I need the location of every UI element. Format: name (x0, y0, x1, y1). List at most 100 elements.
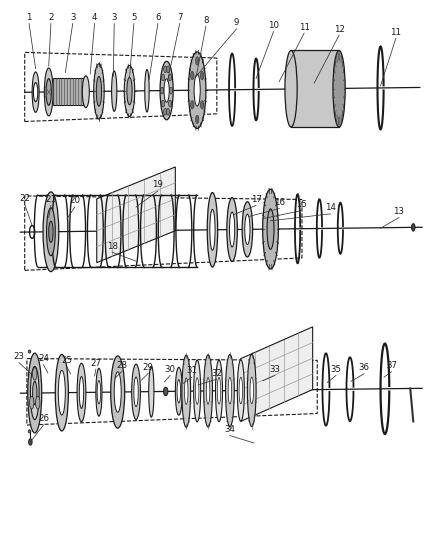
Ellipse shape (96, 76, 102, 106)
Text: 33: 33 (269, 365, 280, 374)
Ellipse shape (132, 364, 141, 419)
Ellipse shape (58, 370, 65, 415)
Ellipse shape (164, 108, 167, 115)
Ellipse shape (94, 64, 104, 119)
Ellipse shape (162, 100, 165, 107)
Ellipse shape (30, 367, 39, 419)
Ellipse shape (96, 368, 102, 416)
Ellipse shape (28, 430, 31, 433)
Text: 21: 21 (46, 195, 57, 204)
Ellipse shape (226, 354, 234, 427)
Ellipse shape (194, 74, 200, 106)
Text: 1: 1 (26, 13, 32, 22)
Ellipse shape (161, 87, 164, 94)
Ellipse shape (145, 69, 149, 112)
Text: 28: 28 (117, 361, 127, 369)
Text: 37: 37 (386, 361, 397, 370)
Text: 32: 32 (211, 369, 223, 377)
Polygon shape (240, 327, 313, 422)
Text: 22: 22 (19, 193, 30, 203)
Text: 6: 6 (155, 13, 161, 22)
Ellipse shape (166, 66, 170, 72)
Text: 35: 35 (331, 365, 342, 374)
Text: 2: 2 (48, 13, 53, 22)
Ellipse shape (163, 387, 168, 395)
Ellipse shape (195, 56, 199, 65)
Ellipse shape (124, 66, 135, 117)
Text: 3: 3 (70, 13, 75, 22)
Text: 8: 8 (203, 15, 208, 25)
Ellipse shape (32, 368, 37, 380)
Text: 26: 26 (38, 414, 49, 423)
Text: 9: 9 (234, 18, 239, 27)
Ellipse shape (43, 192, 59, 272)
Ellipse shape (164, 66, 167, 72)
Text: 30: 30 (165, 365, 176, 374)
Ellipse shape (79, 376, 84, 408)
Text: 17: 17 (251, 195, 261, 204)
Text: 19: 19 (152, 180, 163, 189)
Ellipse shape (263, 189, 279, 269)
Text: 11: 11 (299, 22, 310, 31)
Text: 18: 18 (106, 241, 117, 251)
Ellipse shape (162, 74, 165, 81)
Ellipse shape (46, 79, 51, 105)
Text: 5: 5 (131, 13, 137, 22)
Text: 23: 23 (14, 352, 25, 361)
Text: 24: 24 (38, 354, 49, 364)
Text: 36: 36 (358, 364, 370, 372)
Ellipse shape (77, 363, 86, 422)
Ellipse shape (217, 377, 221, 404)
Ellipse shape (33, 83, 38, 102)
Text: 25: 25 (62, 357, 73, 366)
Ellipse shape (195, 378, 199, 405)
Ellipse shape (111, 356, 125, 428)
Ellipse shape (175, 367, 182, 415)
Ellipse shape (97, 381, 101, 404)
Ellipse shape (112, 71, 117, 111)
Bar (53, 78, 84, 105)
Text: 20: 20 (69, 196, 81, 205)
Ellipse shape (191, 71, 194, 80)
Ellipse shape (191, 101, 194, 109)
Ellipse shape (28, 350, 31, 353)
Ellipse shape (195, 115, 199, 124)
Ellipse shape (29, 396, 34, 409)
Ellipse shape (28, 353, 42, 433)
Polygon shape (97, 167, 175, 263)
Ellipse shape (49, 221, 53, 243)
Ellipse shape (237, 360, 244, 422)
Ellipse shape (160, 61, 173, 120)
Ellipse shape (170, 87, 173, 94)
Text: 13: 13 (393, 207, 404, 216)
Ellipse shape (228, 377, 232, 404)
Text: 15: 15 (296, 200, 307, 209)
Polygon shape (291, 51, 339, 127)
Ellipse shape (32, 381, 37, 405)
Ellipse shape (32, 72, 39, 112)
Ellipse shape (82, 76, 89, 108)
Text: 11: 11 (390, 28, 401, 37)
Ellipse shape (239, 377, 243, 404)
Ellipse shape (194, 360, 201, 422)
Ellipse shape (134, 377, 138, 407)
Text: 14: 14 (325, 203, 336, 212)
Ellipse shape (210, 209, 215, 251)
Ellipse shape (200, 101, 204, 109)
Ellipse shape (250, 377, 254, 403)
Ellipse shape (188, 52, 206, 128)
Text: 10: 10 (268, 21, 279, 30)
Text: 12: 12 (334, 25, 345, 34)
Ellipse shape (114, 372, 121, 412)
Ellipse shape (245, 214, 250, 245)
Text: 34: 34 (224, 425, 235, 434)
Ellipse shape (28, 439, 32, 445)
Ellipse shape (169, 74, 172, 81)
Ellipse shape (412, 224, 415, 231)
Ellipse shape (247, 354, 256, 426)
Ellipse shape (184, 378, 188, 405)
Ellipse shape (164, 79, 169, 102)
Ellipse shape (182, 355, 191, 427)
Ellipse shape (149, 366, 154, 417)
Ellipse shape (215, 360, 223, 422)
